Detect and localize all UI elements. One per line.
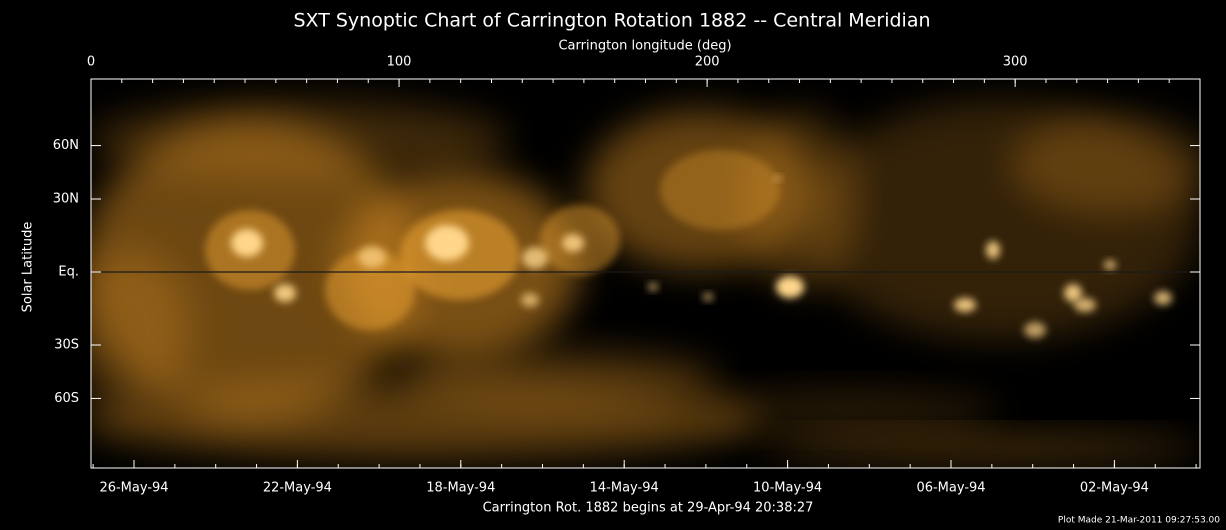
active-region-glow xyxy=(325,250,415,330)
x-axis-label: Carrington longitude (deg) xyxy=(558,39,731,54)
bright-point xyxy=(358,246,386,268)
date-tick-label: 02-May-94 xyxy=(1080,481,1149,496)
bright-point xyxy=(522,247,548,269)
corona-region xyxy=(91,250,190,410)
date-tick-label: 18-May-94 xyxy=(426,481,495,496)
bright-point xyxy=(1064,284,1082,302)
y-tick-label: 30N xyxy=(53,192,79,207)
active-region-glow xyxy=(660,150,780,230)
x-tick-label: 200 xyxy=(695,55,720,70)
corona-region xyxy=(700,390,1000,430)
caption: Carrington Rot. 1882 begins at 29-Apr-94… xyxy=(483,501,814,516)
bright-point xyxy=(776,276,804,298)
y-tick-label: 60N xyxy=(53,138,79,153)
x-tick-label: 100 xyxy=(387,55,412,70)
corona-region xyxy=(760,434,1200,462)
date-tick-label: 14-May-94 xyxy=(590,481,659,496)
bright-point xyxy=(954,298,976,312)
y-tick-label: Eq. xyxy=(58,265,79,280)
y-tick-label: 30S xyxy=(54,338,79,353)
chart-title: SXT Synoptic Chart of Carrington Rotatio… xyxy=(293,10,930,32)
x-tick-label: 300 xyxy=(1003,55,1028,70)
date-tick-label: 06-May-94 xyxy=(916,481,985,496)
corona-region xyxy=(91,100,510,180)
bright-point xyxy=(562,234,584,252)
bright-point xyxy=(1104,260,1116,270)
synoptic-image xyxy=(91,100,1200,462)
bright-point xyxy=(648,283,658,291)
bright-point xyxy=(274,284,296,302)
bright-point xyxy=(986,241,1000,259)
date-tick-label: 22-May-94 xyxy=(263,481,332,496)
corona-region xyxy=(1010,115,1200,215)
date-tick-label: 10-May-94 xyxy=(753,481,822,496)
corona-region xyxy=(400,350,720,410)
y-axis-label: Solar Latitude xyxy=(21,222,36,313)
bright-point xyxy=(1024,322,1046,338)
bright-point xyxy=(425,225,469,261)
bright-point xyxy=(703,293,713,301)
bright-point xyxy=(1154,291,1172,305)
bright-point xyxy=(774,175,782,181)
x-tick-label: 0 xyxy=(87,55,95,70)
bright-point xyxy=(1074,298,1096,312)
plot-note: Plot Made 21-Mar-2011 09:27:53.00 xyxy=(1058,516,1220,526)
bright-point xyxy=(521,293,539,307)
bright-point xyxy=(231,229,263,257)
y-tick-label: 60S xyxy=(54,391,79,406)
corona-region xyxy=(740,110,860,290)
date-tick-label: 26-May-94 xyxy=(99,481,168,496)
